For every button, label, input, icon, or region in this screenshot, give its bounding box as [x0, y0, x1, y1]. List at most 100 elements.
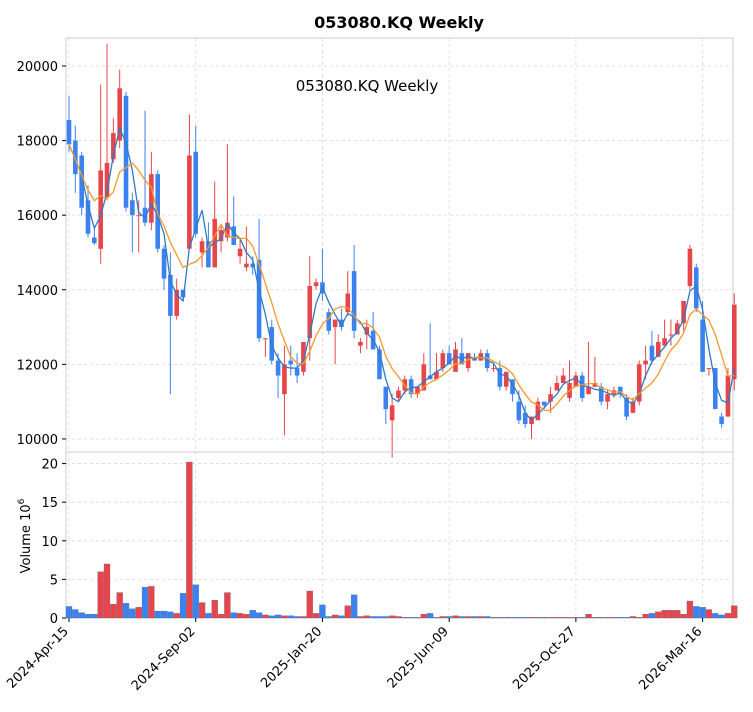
candle-body — [636, 364, 642, 402]
price-tick-label: 10000 — [17, 433, 58, 448]
candle-body — [149, 174, 154, 223]
volume-bar — [173, 613, 180, 619]
volume-tick-label: 10 — [41, 535, 58, 550]
volume-bar — [78, 612, 85, 619]
candle-body — [73, 140, 78, 175]
volume-bar — [452, 615, 459, 619]
volume-bar — [534, 617, 542, 619]
candle-body — [294, 368, 300, 376]
candle-body — [180, 289, 186, 298]
volume-bar — [471, 616, 478, 619]
volume-bar — [363, 615, 370, 619]
volume-bar — [281, 615, 288, 619]
volume-bar — [433, 617, 440, 619]
moving-average-long-line — [68, 144, 735, 411]
date-tick-label: 2025-Jan-20 — [258, 624, 325, 691]
volume-bar — [154, 610, 161, 619]
candle-body — [123, 95, 129, 208]
volume-bar — [135, 607, 142, 619]
candle-body — [326, 312, 332, 331]
volume-bar — [179, 593, 187, 619]
volume-bar-series — [65, 461, 738, 619]
volume-bar — [503, 617, 510, 619]
volume-bar — [344, 605, 351, 619]
volume-bar — [414, 617, 421, 619]
volume-bar — [116, 592, 123, 619]
volume-bar — [420, 613, 427, 619]
volume-bar — [319, 604, 326, 619]
candle-body — [282, 364, 287, 395]
volume-bar — [465, 616, 472, 619]
price-tick-label: 14000 — [17, 284, 58, 299]
candle-body — [244, 263, 249, 268]
candle-body — [288, 360, 294, 365]
volume-bar — [636, 617, 643, 619]
volume-tick-label: 15 — [41, 496, 58, 511]
candle-body — [193, 151, 199, 234]
volume-grid — [66, 452, 733, 619]
volume-bar — [91, 613, 98, 619]
candle-body — [142, 207, 148, 223]
volume-bar — [585, 613, 592, 619]
volume-bar — [560, 617, 567, 619]
volume-bar — [439, 616, 446, 619]
volume-bar — [674, 610, 681, 619]
candle-body — [225, 222, 230, 238]
volume-bar — [249, 610, 256, 619]
candle-body — [351, 271, 357, 331]
volume-bar — [591, 617, 599, 619]
volume-bar — [610, 617, 618, 619]
volume-axis-label-text: Volume — [19, 525, 34, 573]
volume-bar — [705, 609, 713, 619]
volume-bar — [598, 617, 605, 619]
volume-tick-label: 20 — [41, 458, 58, 473]
candle-body — [256, 259, 262, 339]
volume-bar — [541, 617, 548, 619]
volume-bar — [629, 616, 637, 619]
volume-bar — [350, 594, 358, 619]
volume-bar — [579, 617, 586, 619]
volume-bar — [547, 617, 554, 619]
candle-body — [415, 386, 420, 395]
price-y-axis: 10000 12000 14000 16000 18000 20000 — [17, 60, 66, 448]
candle-body — [345, 293, 351, 313]
candle-body — [605, 394, 610, 402]
candle-body — [731, 304, 737, 380]
volume-bar — [376, 616, 383, 619]
candle-body — [548, 394, 553, 402]
volume-bar — [572, 617, 580, 619]
volume-bar — [186, 461, 193, 619]
volume-axis-exponent-base: 10 — [19, 504, 34, 521]
candle-body — [592, 383, 598, 387]
volume-bar — [446, 616, 453, 619]
volume-y-axis: 0 5 10 15 20 — [41, 458, 66, 627]
candle-body — [491, 368, 496, 370]
volume-bar — [268, 615, 275, 619]
volume-bar — [167, 611, 174, 619]
candle-body — [85, 200, 91, 234]
candle-body — [168, 274, 173, 316]
volume-bar — [648, 613, 656, 619]
candle-body — [573, 375, 579, 387]
price-tick-label: 16000 — [17, 209, 58, 224]
volume-bar — [300, 616, 307, 619]
candle-body — [503, 371, 509, 387]
volume-bar — [490, 617, 497, 619]
candle-body — [383, 386, 389, 410]
volume-bar — [65, 606, 73, 619]
candle-body — [535, 401, 541, 421]
volume-bar — [693, 606, 700, 619]
candle-body — [92, 237, 97, 244]
candle-body — [446, 353, 452, 365]
volume-bar — [642, 613, 649, 619]
candle-body — [421, 364, 427, 391]
candle-body — [111, 133, 116, 160]
volume-bar — [401, 617, 408, 619]
price-tick-label: 20000 — [17, 60, 58, 75]
volume-bar — [667, 610, 675, 619]
volume-bar — [382, 616, 389, 619]
candle-body — [579, 375, 585, 398]
candle-body — [522, 412, 528, 425]
volume-bar — [262, 614, 269, 619]
volume-bar — [306, 590, 313, 619]
